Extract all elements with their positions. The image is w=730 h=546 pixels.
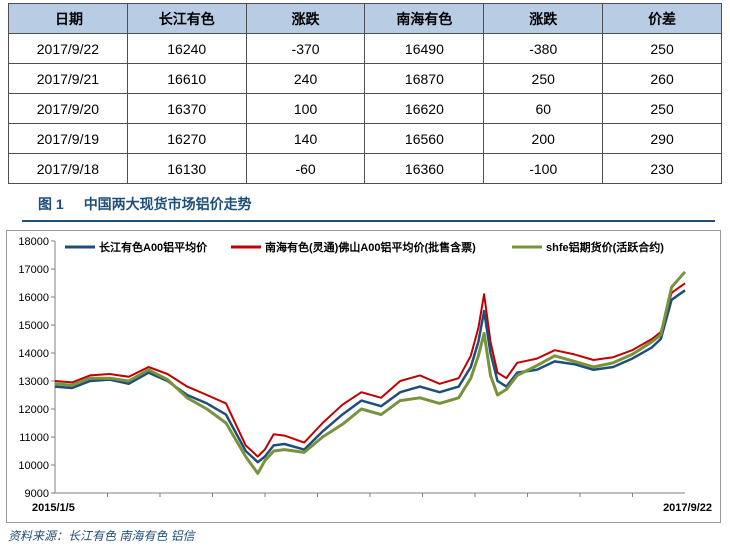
table-header-row: 日期 长江有色 涨跌 南海有色 涨跌 价差 bbox=[8, 3, 722, 34]
cell-change-1: -60 bbox=[245, 153, 366, 184]
legend-label-3: shfe铝期货价(活跃合约) bbox=[546, 240, 664, 254]
cell-change-2: -100 bbox=[483, 153, 604, 184]
y-tick-label: 11000 bbox=[19, 432, 49, 444]
cell-changjiang: 16610 bbox=[126, 63, 247, 94]
price-table: 日期 长江有色 涨跌 南海有色 涨跌 价差 2017/9/22 16240 -3… bbox=[8, 3, 722, 184]
cell-nanhai: 16490 bbox=[364, 33, 485, 64]
cell-changjiang: 16370 bbox=[126, 93, 247, 124]
figure-caption: 中国两大现货市场铝价走势 bbox=[83, 196, 252, 212]
series-line-3 bbox=[54, 270, 687, 475]
table-row: 2017/9/21 16610 240 16870 250 260 bbox=[8, 63, 722, 94]
table-row: 2017/9/20 16370 100 16620 60 250 bbox=[8, 93, 722, 124]
y-tick-label: 9000 bbox=[25, 488, 49, 500]
y-tick-label: 15000 bbox=[18, 320, 49, 332]
cell-date: 2017/9/21 bbox=[8, 63, 128, 94]
cell-nanhai: 16870 bbox=[364, 63, 485, 94]
table-row: 2017/9/22 16240 -370 16490 -380 250 bbox=[8, 33, 722, 64]
y-tick-label: 17000 bbox=[18, 264, 49, 276]
cell-change-2: 60 bbox=[483, 93, 604, 124]
figure-number: 图 1 bbox=[38, 196, 64, 212]
cell-change-1: -370 bbox=[245, 33, 366, 64]
cell-date: 2017/9/19 bbox=[8, 123, 128, 154]
header-change-2: 涨跌 bbox=[483, 3, 604, 34]
table-row: 2017/9/18 16130 -60 16360 -100 230 bbox=[8, 153, 722, 184]
y-tick-label: 18000 bbox=[18, 236, 49, 248]
cell-change-1: 100 bbox=[245, 93, 366, 124]
cell-changjiang: 16130 bbox=[126, 153, 247, 184]
cell-spread: 290 bbox=[602, 123, 722, 154]
header-date: 日期 bbox=[8, 3, 128, 34]
cell-date: 2017/9/22 bbox=[8, 33, 128, 64]
y-tick-label: 14000 bbox=[18, 348, 49, 360]
series-line-1 bbox=[54, 289, 686, 464]
cell-changjiang: 16270 bbox=[126, 123, 247, 154]
header-nanhai: 南海有色 bbox=[364, 3, 485, 34]
table-row: 2017/9/19 16270 140 16560 200 290 bbox=[8, 123, 722, 154]
y-tick-label: 16000 bbox=[18, 292, 49, 304]
x-tick-label: 2017/9/22 bbox=[663, 502, 712, 514]
header-change-1: 涨跌 bbox=[245, 3, 366, 34]
x-tick-label: 2015/1/5 bbox=[32, 502, 75, 514]
chart-frame: 9000 10000 11000 12000 13000 14000 15000 16000 1… bbox=[6, 230, 721, 523]
y-tick-label: 12000 bbox=[18, 404, 49, 416]
cell-spread: 250 bbox=[602, 93, 722, 124]
cell-change-2: -380 bbox=[483, 33, 604, 64]
header-changjiang: 长江有色 bbox=[126, 3, 247, 34]
y-tick-label: 10000 bbox=[18, 460, 49, 472]
cell-nanhai: 16620 bbox=[364, 93, 485, 124]
cell-change-2: 250 bbox=[483, 63, 604, 94]
cell-spread: 260 bbox=[602, 63, 722, 94]
cell-changjiang: 16240 bbox=[126, 33, 247, 64]
cell-date: 2017/9/20 bbox=[8, 93, 128, 124]
legend-label-2: 南海有色(灵通)佛山A00铝平均价(批售含票) bbox=[265, 240, 476, 254]
y-tick-label: 13000 bbox=[18, 376, 49, 388]
data-source: 资料来源：长江有色 南海有色 铝信 bbox=[8, 529, 195, 543]
legend-label-1: 长江有色A00铝平均价 bbox=[99, 240, 208, 254]
cell-nanhai: 16360 bbox=[364, 153, 485, 184]
cell-date: 2017/9/18 bbox=[8, 153, 128, 184]
cell-change-1: 240 bbox=[245, 63, 366, 94]
cell-nanhai: 16560 bbox=[364, 123, 485, 154]
figure-title: 图 1 中国两大现货市场铝价走势 bbox=[38, 194, 252, 214]
cell-spread: 230 bbox=[602, 153, 722, 184]
series-line-2 bbox=[54, 282, 686, 458]
header-spread: 价差 bbox=[602, 3, 722, 34]
price-trend-chart: 9000 10000 11000 12000 13000 14000 15000 16000 1… bbox=[18, 236, 712, 514]
title-rule bbox=[22, 220, 715, 222]
cell-spread: 250 bbox=[602, 33, 722, 64]
cell-change-1: 140 bbox=[245, 123, 366, 154]
cell-change-2: 200 bbox=[483, 123, 604, 154]
